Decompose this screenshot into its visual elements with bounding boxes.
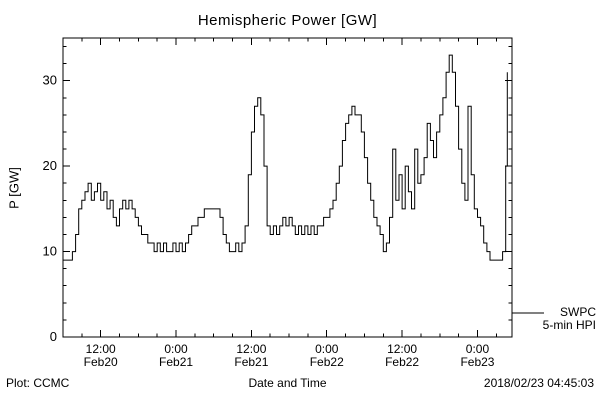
y-tick-label: 30 [43,73,57,88]
x-axis-label: Date and Time [248,376,327,390]
plot-timestamp: 2018/02/23 04:45:03 [483,376,594,390]
legend-series-name: SWPC [560,305,596,319]
y-tick-label: 20 [43,158,57,173]
y-tick-label: 10 [43,244,57,259]
y-tick-label: 0 [50,329,57,344]
x-tick-date-label: Feb22 [385,355,419,369]
x-tick-time-label: 0:00 [164,342,188,356]
x-tick-time-label: 12:00 [86,342,116,356]
x-tick-time-label: 12:00 [236,342,266,356]
y-axis-label: P [GW] [6,167,22,209]
axes-frame [62,37,513,338]
legend-series-desc: 5-min HPI [542,318,596,332]
x-tick-time-label: 0:00 [466,342,490,356]
x-tick-time-label: 12:00 [387,342,417,356]
x-tick-time-label: 0:00 [315,342,339,356]
x-tick-date-label: Feb21 [159,355,193,369]
hpi-data-line [63,54,508,261]
x-tick-date-label: Feb20 [84,355,118,369]
plot-credit: Plot: CCMC [6,376,70,390]
legend: SWPC 5-min HPI [543,306,596,332]
x-tick-date-label: Feb23 [460,355,494,369]
x-tick-date-label: Feb21 [234,355,268,369]
x-tick-date-label: Feb22 [310,355,344,369]
chart-title: Hemispheric Power [GW] [197,12,378,29]
